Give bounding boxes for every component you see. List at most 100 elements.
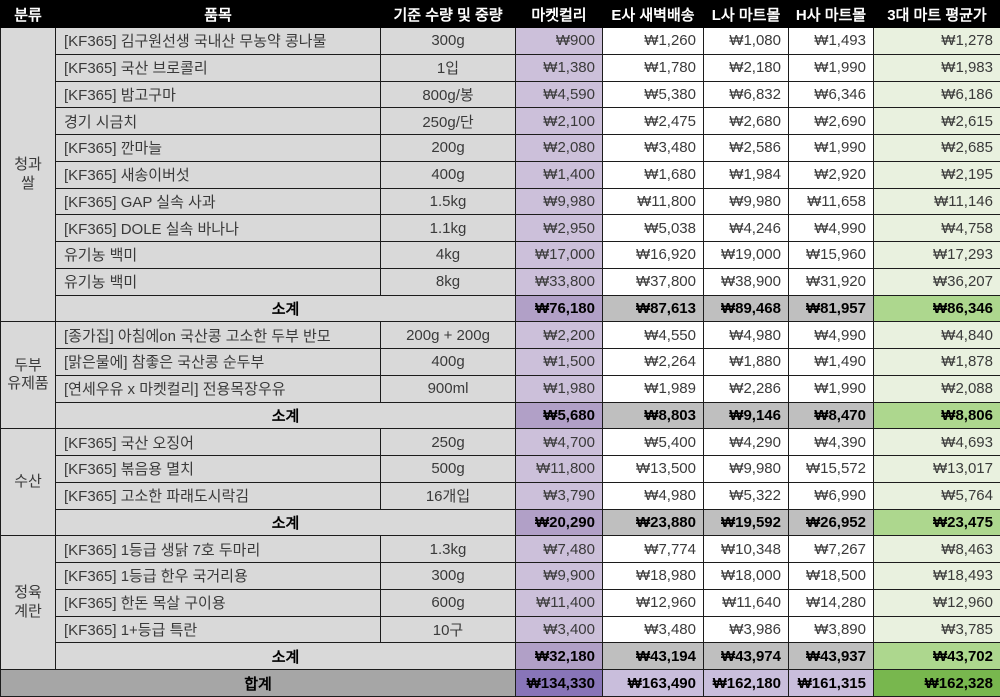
price-l-mart: ₩1,984 [703,160,789,189]
price-h-mart: ₩6,990 [788,481,874,510]
price-avg: ₩4,693 [873,428,1000,456]
item-name-cell: [KF365] 1+등급 특란 [55,615,381,644]
price-e-mart: ₩2,264 [602,348,704,376]
price-h-mart: ₩15,960 [788,241,874,269]
subtotal-price-h-mart: ₩81,957 [788,294,874,323]
price-h-mart: ₩31,920 [788,267,874,296]
header-avg: 3대 마트 평균가 [873,0,1000,28]
price-e-mart: ₩18,980 [602,562,704,590]
price-e-mart: ₩1,260 [602,27,704,55]
header-row: 분류 품목 기준 수량 및 중량 마켓컬리 E사 새벽배송 L사 마트몰 H사 … [0,0,1000,28]
price-h-mart: ₩1,990 [788,134,874,162]
price-e-mart: ₩13,500 [602,455,704,483]
table-header: 분류 품목 기준 수량 및 중량 마켓컬리 E사 새벽배송 L사 마트몰 H사 … [0,0,1000,28]
price-kurly: ₩11,800 [515,455,603,483]
price-e-mart: ₩12,960 [602,588,704,617]
price-avg: ₩2,685 [873,134,1000,162]
total-price-l-mart: ₩162,180 [703,669,789,697]
subtotal-price-kurly: ₩32,180 [515,642,603,670]
subtotal-price-kurly: ₩20,290 [515,508,603,537]
price-avg: ₩1,983 [873,53,1000,82]
item-name-cell: [KF365] 새송이버섯 [55,160,381,189]
price-l-mart: ₩9,980 [703,455,789,483]
price-avg: ₩2,615 [873,107,1000,135]
header-quantity: 기준 수량 및 중량 [380,0,516,28]
item-row: [KF365] 1등급 한우 국거리용 300g ₩9,900 ₩18,980 ₩18,… [1,562,1000,590]
price-kurly: ₩2,080 [515,134,603,162]
price-e-mart: ₩2,475 [602,107,704,135]
category-cell: 정육 계란 [0,535,56,670]
item-row: [KF365] GAP 실속 사과 1.5kg ₩9,980 ₩11,800 ₩9,98… [1,187,1000,216]
item-row: [KF365] 국산 브로콜리 1입 ₩1,380 ₩1,780 ₩2,180 ₩1,99… [1,53,1000,82]
price-l-mart: ₩6,832 [703,80,789,109]
item-name-cell: 경기 시금치 [55,107,381,135]
item-name-cell: [KF365] 1등급 생닭 7호 두마리 [55,535,381,563]
subtotal-price-e-mart: ₩8,803 [602,401,704,430]
price-avg: ₩2,088 [873,374,1000,403]
price-kurly: ₩17,000 [515,241,603,269]
quantity-cell: 4kg [380,241,516,269]
header-h-mart: H사 마트몰 [788,0,874,28]
total-price-kurly: ₩134,330 [515,669,603,697]
item-name-cell: [연세우유 x 마켓컬리] 전용목장우유 [55,374,381,403]
price-h-mart: ₩4,390 [788,428,874,456]
item-row: 유기농 백미 4kg ₩17,000 ₩16,920 ₩19,000 ₩15,960 ₩17… [1,241,1000,269]
item-row: [KF365] 볶음용 멸치 500g ₩11,800 ₩13,500 ₩9,980 ₩1… [1,455,1000,483]
price-l-mart: ₩4,246 [703,214,789,242]
quantity-cell: 400g [380,348,516,376]
price-avg: ₩36,207 [873,267,1000,296]
subtotal-label: 소계 [55,294,516,323]
price-e-mart: ₩3,480 [602,134,704,162]
subtotal-price-l-mart: ₩89,468 [703,294,789,323]
price-kurly: ₩33,800 [515,267,603,296]
price-l-mart: ₩2,180 [703,53,789,82]
price-kurly: ₩4,590 [515,80,603,109]
price-avg: ₩8,463 [873,535,1000,563]
table-body: 청과 쌀 [KF365] 김구원선생 국내산 무농약 콩나물 300g ₩900 ₩1,… [0,26,1000,697]
price-e-mart: ₩5,038 [602,214,704,242]
item-name-cell: [종가집] 아침에on 국산콩 고소한 두부 반모 [55,321,381,349]
total-price-e-mart: ₩163,490 [602,669,704,697]
subtotal-price-avg: ₩23,475 [873,508,1000,537]
subtotal-row: 소계 ₩76,180 ₩87,613 ₩89,468 ₩81,957 ₩86,346 [1,294,1000,323]
item-name-cell: [KF365] 한돈 목살 구이용 [55,588,381,617]
subtotal-row: 소계 ₩20,290 ₩23,880 ₩19,592 ₩26,952 ₩23,475 [1,508,1000,537]
total-row: 합계 ₩134,330 ₩163,490 ₩162,180 ₩161,315 ₩162,3… [0,669,1000,697]
item-name-cell: [KF365] 국산 오징어 [55,428,381,456]
item-name-cell: [KF365] 1등급 한우 국거리용 [55,562,381,590]
quantity-cell: 800g/봉 [380,80,516,109]
price-e-mart: ₩3,480 [602,615,704,644]
subtotal-price-kurly: ₩76,180 [515,294,603,323]
price-kurly: ₩1,380 [515,53,603,82]
price-avg: ₩18,493 [873,562,1000,590]
subtotal-price-l-mart: ₩19,592 [703,508,789,537]
price-avg: ₩6,186 [873,80,1000,109]
total-price-avg: ₩162,328 [873,669,1000,697]
price-h-mart: ₩1,990 [788,374,874,403]
price-kurly: ₩2,200 [515,321,603,349]
item-row: [KF365] DOLE 실속 바나나 1.1kg ₩2,950 ₩5,038 ₩4,2… [1,214,1000,242]
price-kurly: ₩9,980 [515,187,603,216]
quantity-cell: 250g/단 [380,107,516,135]
item-name-cell: 유기농 백미 [55,267,381,296]
price-avg: ₩1,278 [873,27,1000,55]
quantity-cell: 10구 [380,615,516,644]
header-l-mart: L사 마트몰 [703,0,789,28]
price-l-mart: ₩4,290 [703,428,789,456]
subtotal-label: 소계 [55,401,516,430]
subtotal-price-h-mart: ₩43,937 [788,642,874,670]
price-e-mart: ₩1,680 [602,160,704,189]
price-kurly: ₩2,100 [515,107,603,135]
item-row: 두부 유제품 [종가집] 아침에on 국산콩 고소한 두부 반모 200g + 20… [0,321,1000,430]
price-e-mart: ₩1,780 [602,53,704,82]
price-e-mart: ₩5,380 [602,80,704,109]
price-e-mart: ₩11,800 [602,187,704,216]
quantity-cell: 900ml [380,374,516,403]
subtotal-label: 소계 [55,508,516,537]
subtotal-price-h-mart: ₩26,952 [788,508,874,537]
price-e-mart: ₩1,989 [602,374,704,403]
price-h-mart: ₩14,280 [788,588,874,617]
price-kurly: ₩3,790 [515,481,603,510]
subtotal-price-avg: ₩86,346 [873,294,1000,323]
item-row: [KF365] 1+등급 특란 10구 ₩3,400 ₩3,480 ₩3,986 ₩3,8… [1,615,1000,644]
